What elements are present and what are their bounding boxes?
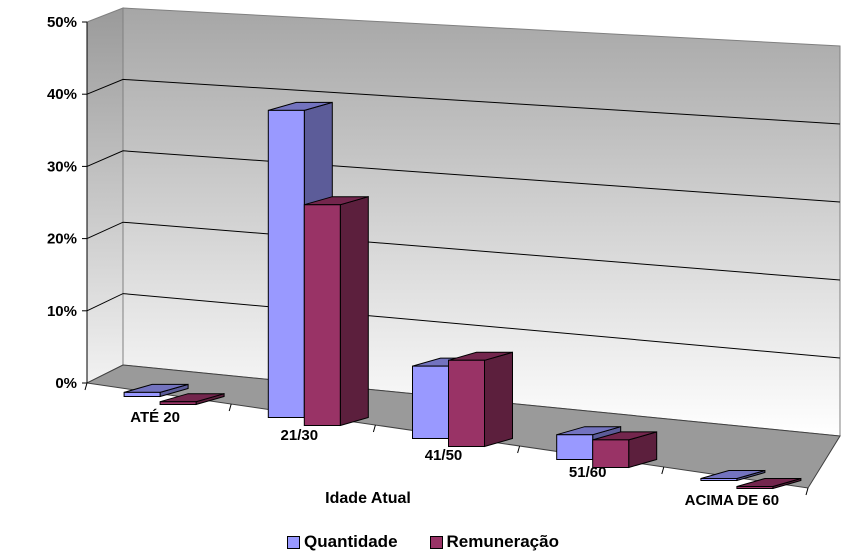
legend-label-remuneracao: Remuneração xyxy=(446,532,559,551)
bar-front-face xyxy=(123,391,161,397)
y-tick-label: 40% xyxy=(47,86,77,103)
bar-remuneração xyxy=(592,431,658,469)
bar-remuneração xyxy=(159,393,225,406)
gridlines xyxy=(86,78,841,359)
y-tick-label: 50% xyxy=(47,14,77,31)
bar-side-face xyxy=(339,196,369,427)
x-tick-mark xyxy=(805,487,809,496)
gridline xyxy=(86,150,841,203)
x-tick-mark xyxy=(372,424,376,433)
bar-quantidade xyxy=(700,469,766,482)
bar-quantidade xyxy=(123,383,189,398)
bar-front-face xyxy=(412,365,449,439)
bar-front-face xyxy=(556,434,594,460)
legend-swatch-quantidade xyxy=(287,535,301,549)
bar-remuneração xyxy=(303,196,369,427)
y-tick-label: 20% xyxy=(47,231,77,248)
y-tick-label: 0% xyxy=(55,375,77,392)
legend-item-remuneracao: Remuneração xyxy=(429,532,559,552)
bar-side-face xyxy=(484,351,513,448)
gridline xyxy=(86,221,841,281)
legend-swatch-remuneracao xyxy=(429,535,443,549)
y-tick-label: 30% xyxy=(47,158,77,175)
x-tick-mark xyxy=(84,382,88,391)
x-category-label: 21/30 xyxy=(281,427,319,444)
bar-front-face xyxy=(700,478,738,481)
bar-front-face xyxy=(736,486,774,489)
side-wall xyxy=(86,7,124,384)
gridline xyxy=(86,78,841,125)
legend: Quantidade Remuneração xyxy=(0,532,846,552)
x-tick-mark xyxy=(228,403,232,412)
bar-front-face xyxy=(159,401,197,405)
bar-remuneração xyxy=(448,351,513,448)
x-category-label: ATÉ 20 xyxy=(130,409,180,426)
bar-series xyxy=(123,101,802,490)
legend-item-quantidade: Quantidade xyxy=(287,532,398,552)
y-tick-label: 10% xyxy=(47,303,77,320)
y-axis-ticks: 0% 10% 20% 30% 40% 50% xyxy=(47,14,88,392)
x-axis-title: Idade Atual xyxy=(325,490,411,507)
x-category-label: 41/50 xyxy=(425,447,463,464)
x-axis-categories: ATÉ 20 21/30 41/50 51/60 ACIMA DE 60 xyxy=(84,382,809,509)
x-category-label: ACIMA DE 60 xyxy=(685,492,779,509)
gridline xyxy=(86,293,841,359)
x-tick-mark xyxy=(517,445,521,454)
bar-front-face xyxy=(592,439,630,468)
x-category-label: 51/60 xyxy=(569,464,607,481)
legend-label-quantidade: Quantidade xyxy=(304,532,398,551)
bar-front-face xyxy=(303,204,341,426)
bar-remuneração xyxy=(736,477,802,490)
bar-front-face xyxy=(267,109,305,418)
bar-front-face xyxy=(448,359,485,447)
x-tick-mark xyxy=(661,466,665,475)
